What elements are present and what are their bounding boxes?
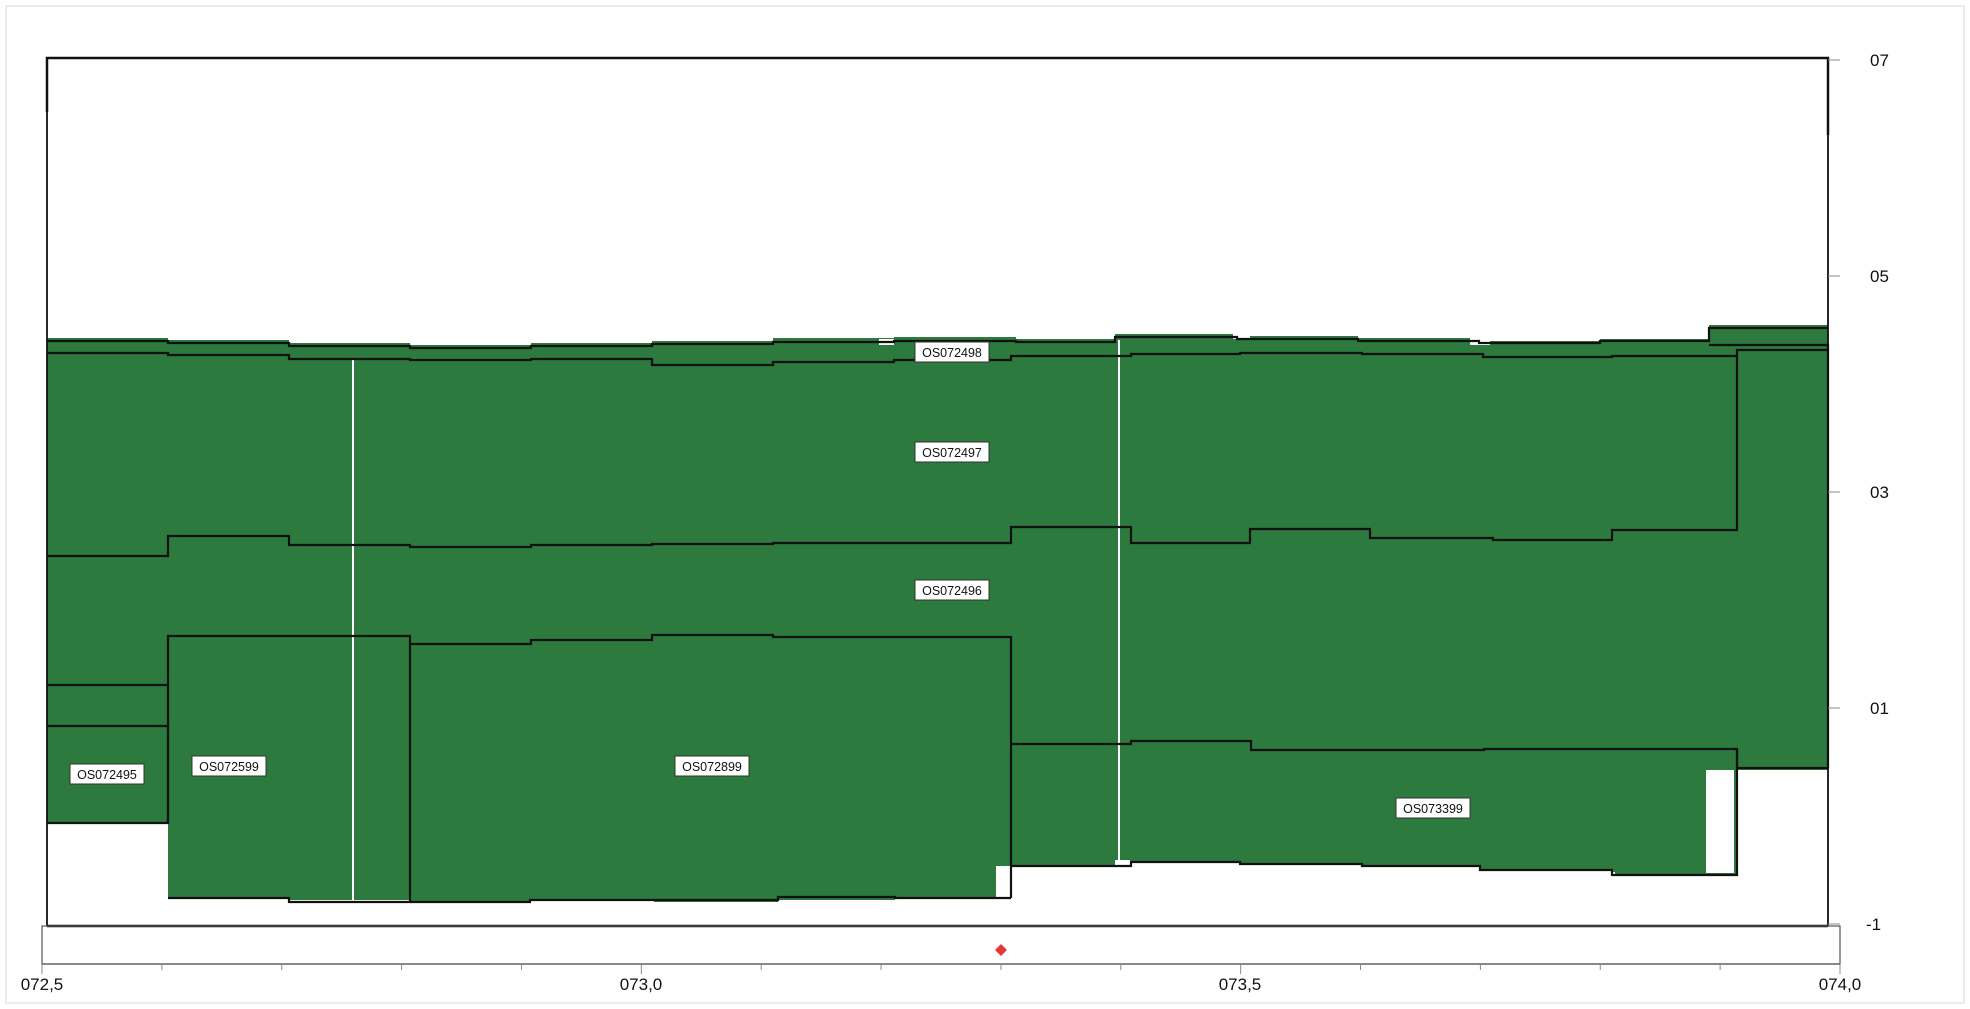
section-label-text: OS072599	[199, 760, 259, 774]
coverage-gaps	[352, 334, 1852, 900]
diamond-icon[interactable]	[995, 944, 1007, 956]
scan-border	[5, 5, 1965, 1004]
section-label-os072497[interactable]: OS072497	[914, 441, 990, 463]
section-label-os072899[interactable]: OS072899	[674, 755, 750, 777]
y-axis: 07 05 03 01 -1	[1828, 51, 1889, 934]
y-tick-label: 05	[1870, 267, 1889, 286]
section-label-os072498[interactable]: OS072498	[914, 341, 990, 363]
section-label-os073399[interactable]: OS073399	[1395, 797, 1471, 819]
section-label-text: OS072498	[922, 346, 982, 360]
x-tick-label: 074,0	[1819, 975, 1862, 994]
x-tick-label: 073,0	[620, 975, 663, 994]
x-tick-label: 072,5	[21, 975, 64, 994]
section-label-os072599[interactable]: OS072599	[191, 755, 267, 777]
section-label-text: OS072496	[922, 584, 982, 598]
y-tick-label: -1	[1866, 915, 1881, 934]
coverage-fill	[47, 325, 1828, 902]
section-label-text: OS072899	[682, 760, 742, 774]
section-label-os072495[interactable]: OS072495	[69, 763, 145, 785]
section-label-text: OS072497	[922, 446, 982, 460]
y-tick-label: 07	[1870, 51, 1889, 70]
section-labels: OS072498 OS072497 OS072496 OS072495 OS07…	[69, 341, 1471, 819]
x-tick-label: 073,5	[1219, 975, 1262, 994]
section-label-text: OS073399	[1403, 802, 1463, 816]
section-label-os072496[interactable]: OS072496	[914, 579, 990, 601]
x-axis: 072,5 073,0 073,5 074,0	[21, 963, 1862, 994]
section-label-text: OS072495	[77, 768, 137, 782]
position-strip	[41, 925, 1841, 965]
y-tick-label: 03	[1870, 483, 1889, 502]
y-tick-label: 01	[1870, 699, 1889, 718]
